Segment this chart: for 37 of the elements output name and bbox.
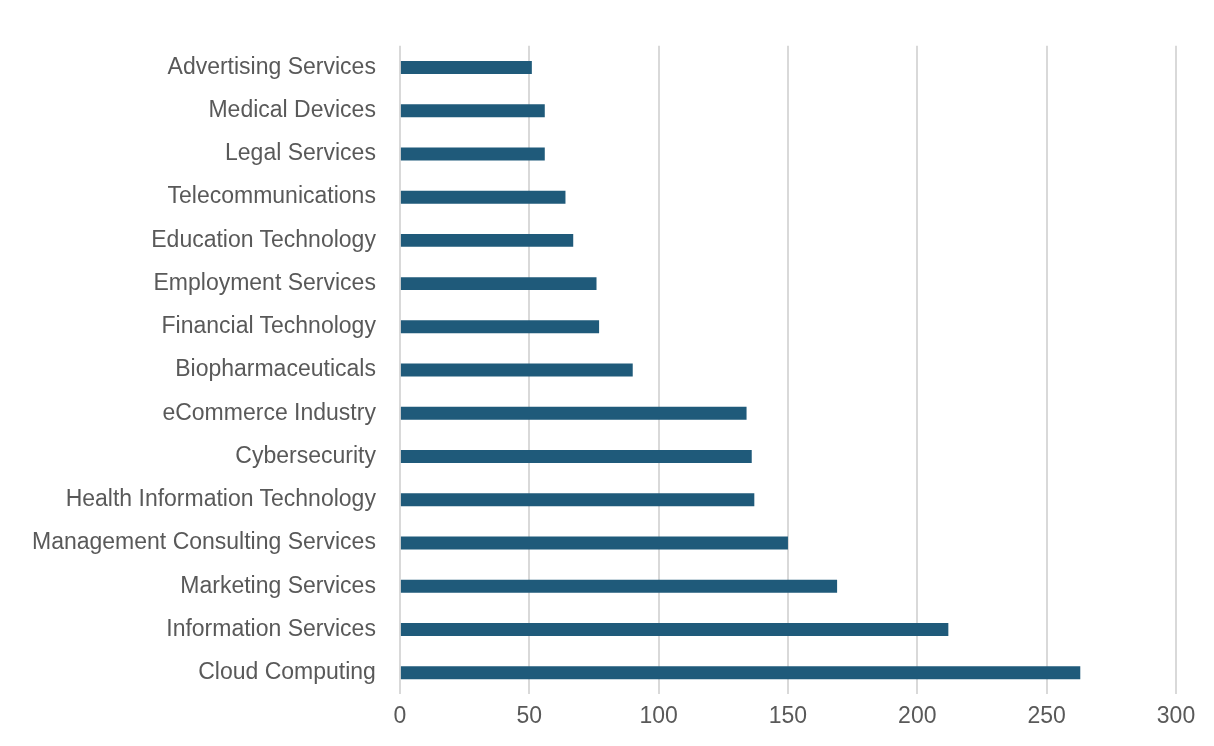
bar — [400, 277, 597, 291]
bar — [400, 190, 566, 204]
bar — [400, 60, 532, 74]
x-tick-label: 300 — [1156, 701, 1196, 728]
x-tick-label: 50 — [516, 701, 543, 728]
bar — [400, 666, 1081, 680]
bar — [400, 536, 788, 550]
x-tick-label: 0 — [393, 701, 407, 728]
y-tick-label: Information Services — [166, 614, 376, 641]
y-tick-label: Education Technology — [151, 225, 377, 252]
bar — [400, 147, 545, 161]
bar — [400, 233, 574, 247]
y-tick-label: Telecommunications — [167, 182, 376, 209]
x-tick-label: 200 — [898, 701, 937, 728]
bar — [400, 450, 752, 464]
x-tick-label: 250 — [1027, 701, 1066, 728]
y-tick-label: Financial Technology — [161, 312, 377, 339]
y-tick-label: Medical Devices — [208, 96, 376, 122]
bar — [400, 320, 600, 334]
x-tick-label: 100 — [639, 701, 678, 728]
y-tick-label: Management Consulting Services — [31, 528, 376, 555]
y-tick-label: Legal Services — [225, 139, 376, 166]
y-tick-label: Health Information Technology — [65, 485, 377, 512]
bar — [400, 579, 838, 593]
y-tick-label: Advertising Services — [167, 52, 376, 79]
y-tick-label: Cybersecurity — [235, 441, 377, 468]
bar — [400, 493, 755, 507]
y-tick-label: Marketing Services — [180, 571, 376, 598]
x-tick-label: 150 — [768, 701, 808, 728]
bar — [400, 104, 545, 118]
y-tick-label: Biopharmaceuticals — [175, 355, 376, 382]
y-tick-label: Cloud Computing — [198, 658, 376, 685]
y-tick-label: Employment Services — [153, 268, 376, 295]
bar — [400, 623, 949, 637]
bar — [400, 363, 633, 377]
y-tick-label: eCommerce Industry — [162, 398, 377, 425]
bar — [400, 406, 747, 420]
